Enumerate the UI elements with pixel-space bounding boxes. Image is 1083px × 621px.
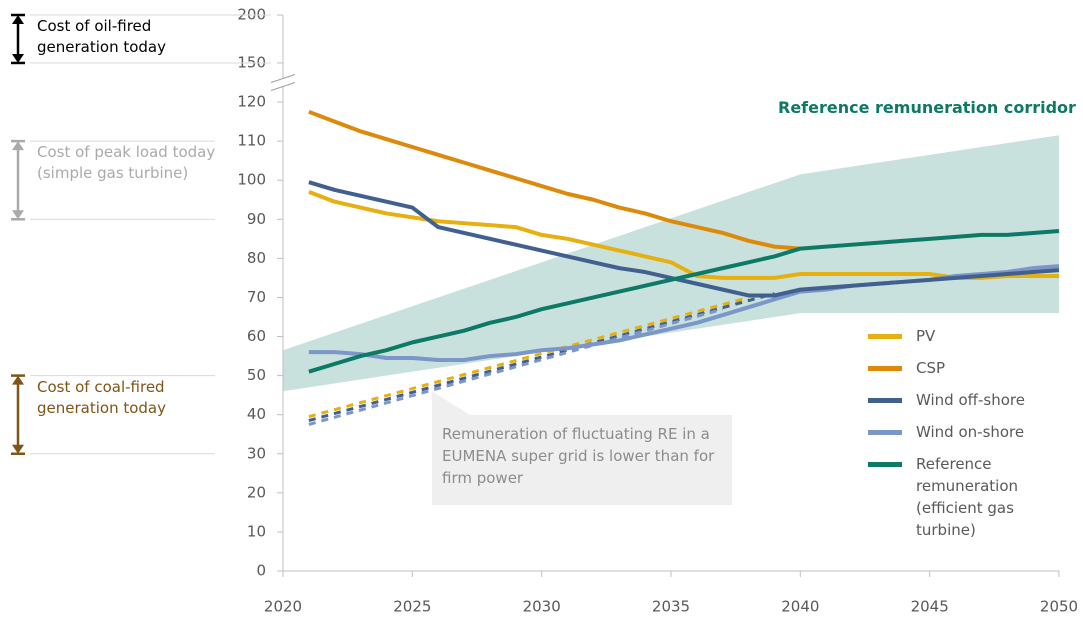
y-tick-label: 30 [247, 444, 266, 462]
axis-break [270, 82, 296, 91]
legend-label: PV [916, 327, 936, 345]
y-tick-label: 80 [247, 249, 266, 267]
legend-swatch [868, 462, 902, 467]
annotation-text: Cost of oil-fired generation today [37, 17, 166, 56]
legend-label: Wind off-shore [916, 391, 1025, 409]
legend-swatch [868, 366, 902, 371]
fluctuating-line [308, 295, 749, 419]
callout-pointer [432, 391, 470, 415]
legend-swatch [868, 430, 902, 435]
legend-swatch [868, 398, 902, 403]
callout: Remuneration of fluctuating RE in a EUME… [432, 415, 732, 505]
legend-entry: Reference remuneration (efficient gas tu… [868, 453, 1068, 541]
legend-label: CSP [916, 359, 946, 377]
legend-entry: PV [868, 325, 1068, 347]
y-tick-label: 100 [237, 171, 266, 189]
x-tick-label: 2025 [393, 598, 431, 616]
axis-break-gap [271, 78, 295, 87]
annotation-arrow [12, 375, 24, 385]
annotation-arrow [12, 53, 24, 63]
fluctuating-line [308, 307, 724, 426]
series-line [308, 180, 1060, 298]
y-tick-label: 20 [247, 483, 266, 501]
x-tick-label: 2045 [911, 598, 949, 616]
legend-label: Reference remuneration (efficient gas tu… [916, 455, 1019, 539]
series-line [308, 190, 1059, 280]
x-tick-label: 2040 [781, 598, 819, 616]
x-tick-label: 2050 [1040, 598, 1078, 616]
annotation-arrow [12, 444, 24, 454]
legend-label: Wind on-shore [916, 423, 1025, 441]
corridor-label: Reference remuneration corridor [778, 98, 1076, 117]
y-tick-label: 40 [247, 405, 266, 423]
y-tick-label: 90 [247, 210, 266, 228]
y-tick-label: 0 [256, 562, 266, 580]
legend-entry: CSP [868, 357, 1068, 379]
y-tick-label: 50 [247, 366, 266, 384]
legend-swatch [868, 334, 902, 339]
y-tick-label: 60 [247, 327, 266, 345]
y-tick-label: 70 [247, 288, 266, 306]
annotation-arrow [12, 210, 24, 220]
legend-entry: Wind off-shore [868, 389, 1068, 411]
y-tick-label: 10 [247, 522, 266, 540]
annotation-arrow [12, 141, 24, 151]
x-tick-label: 2035 [652, 598, 690, 616]
annotation-text: Cost of peak load today (simple gas turb… [37, 143, 216, 183]
x-tick-label: 2020 [264, 598, 302, 616]
x-tick-label: 2030 [523, 598, 561, 616]
fluctuating-line [308, 292, 775, 422]
series-line [308, 109, 801, 251]
annotation-text: Cost of coal-fired generation today [37, 377, 166, 417]
annotation-arrow [12, 15, 24, 24]
series-line [308, 229, 1060, 374]
y-tick-label: 120 [237, 93, 266, 111]
axis-break [270, 74, 296, 83]
y-tick-label: 110 [237, 132, 266, 150]
legend-entry: Wind on-shore [868, 421, 1068, 443]
